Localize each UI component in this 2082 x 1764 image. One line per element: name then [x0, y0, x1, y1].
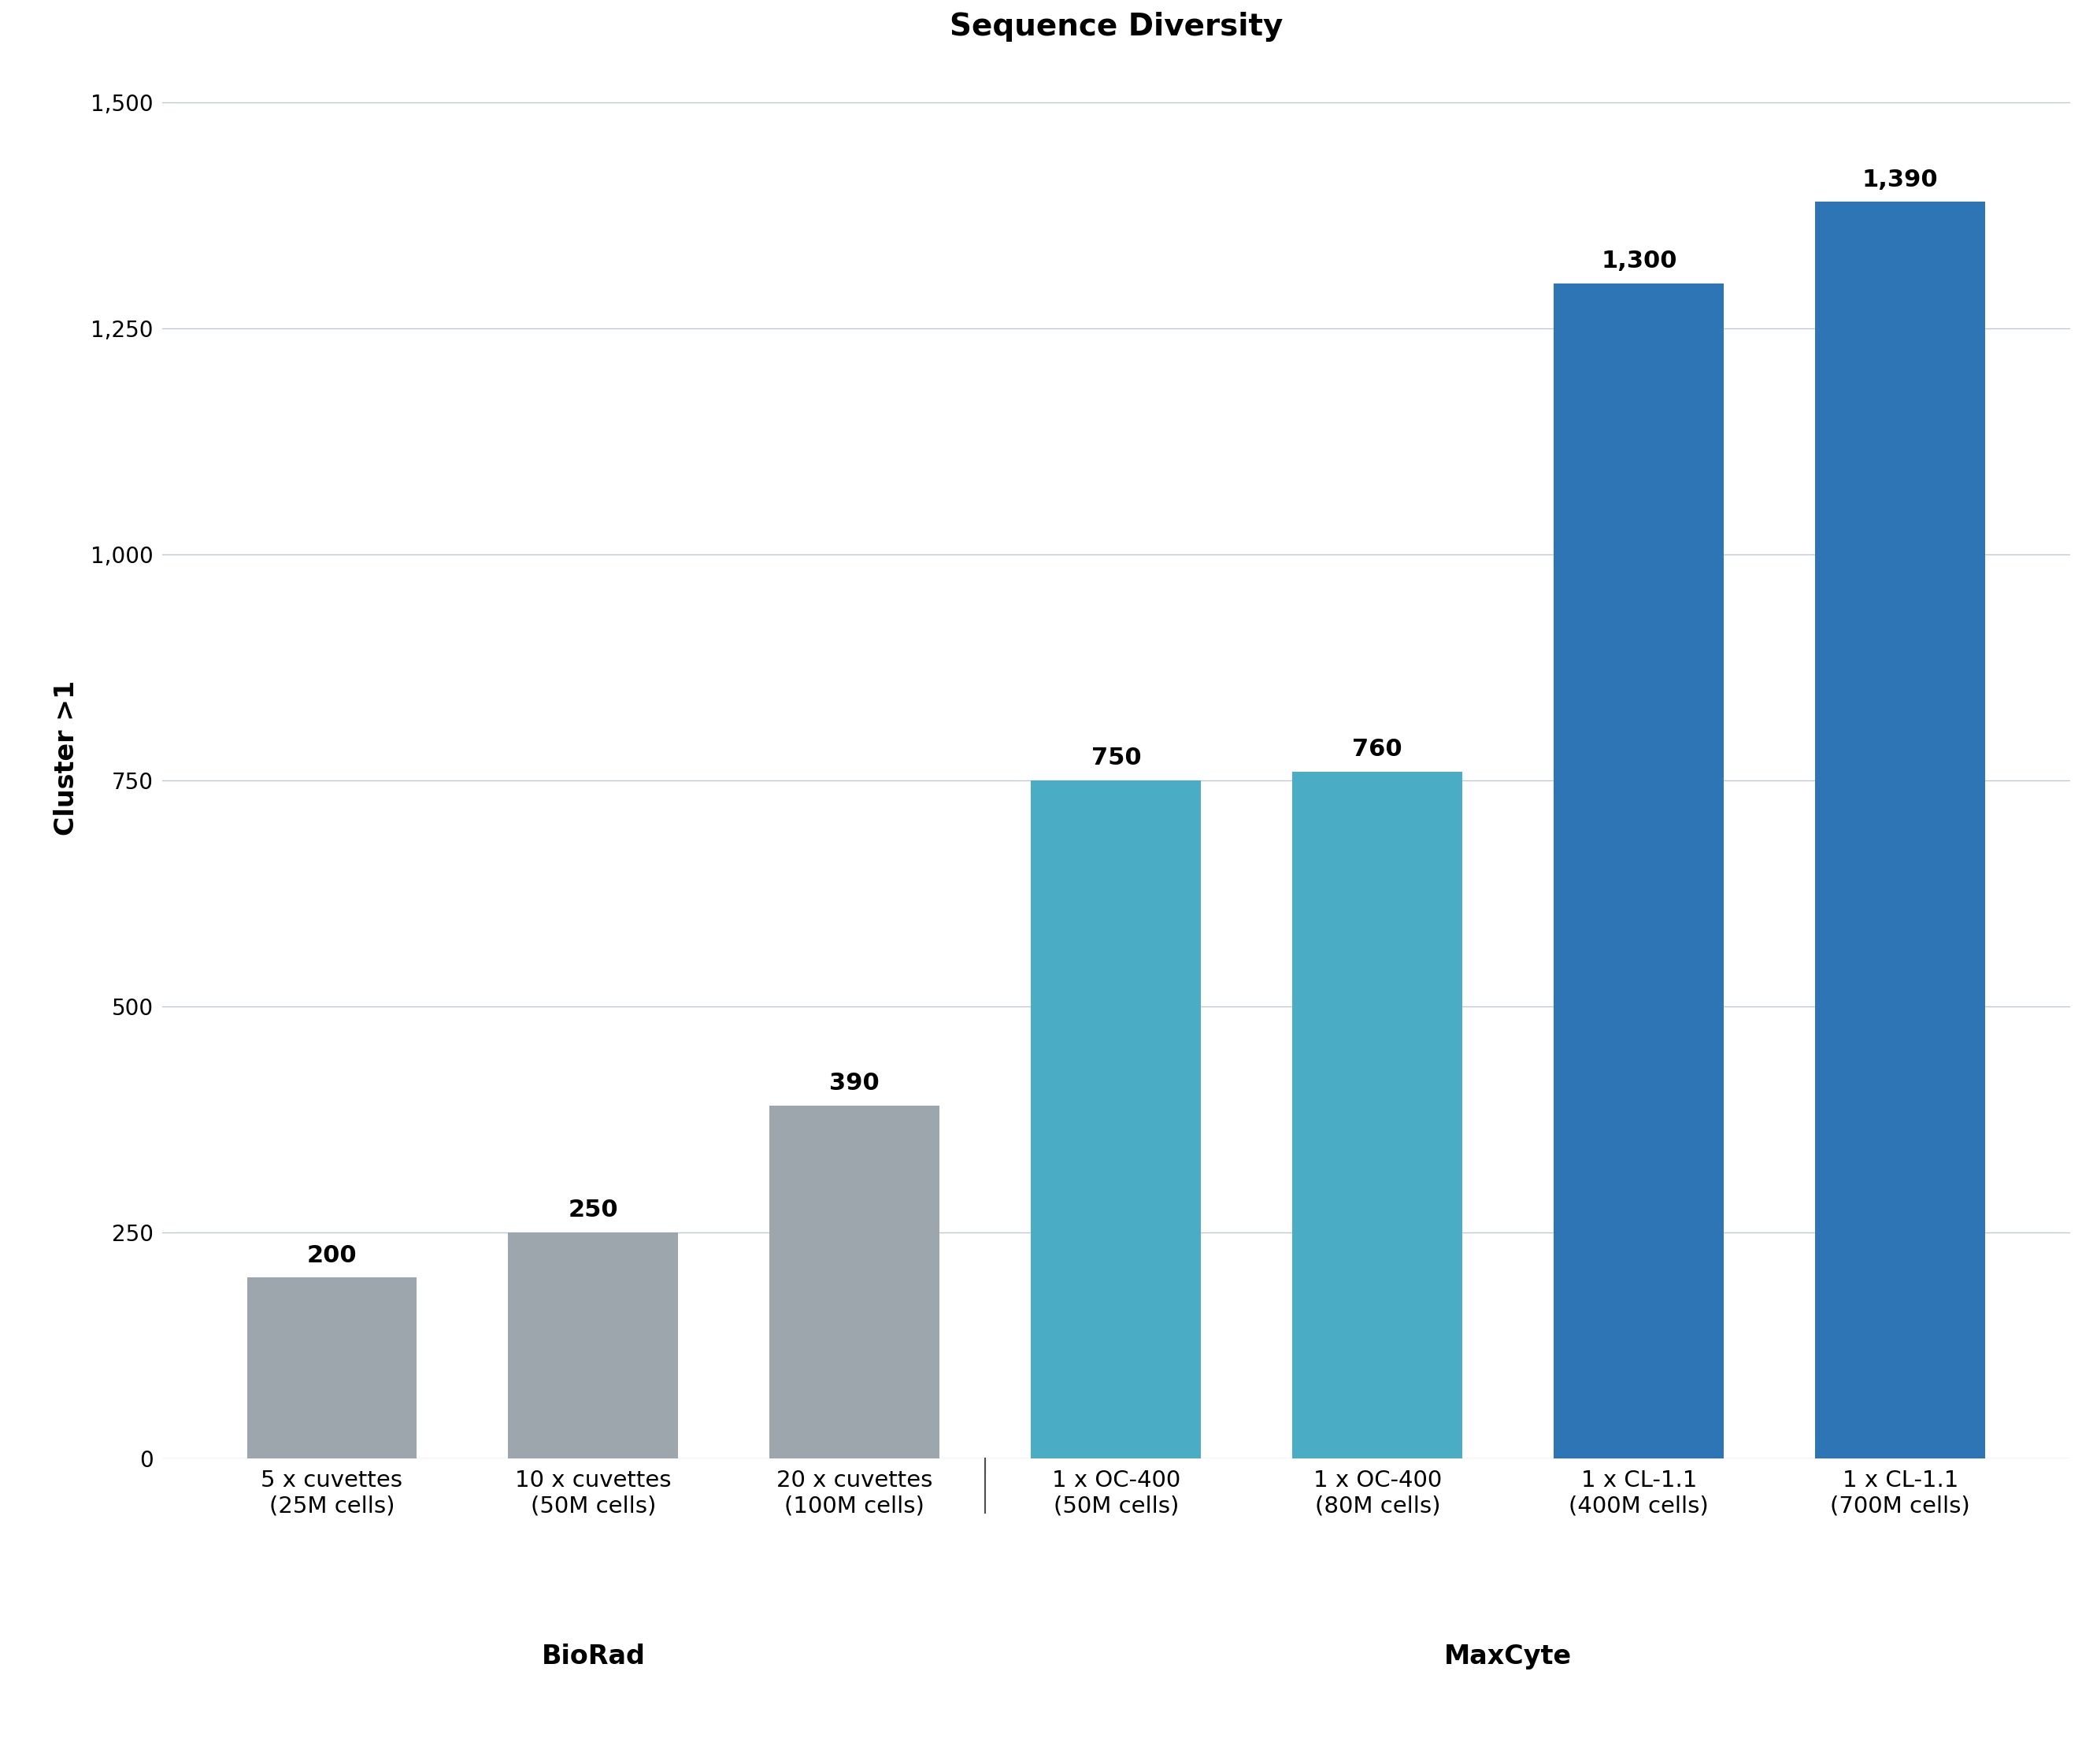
Title: Sequence Diversity: Sequence Diversity [949, 12, 1283, 42]
Bar [508, 1233, 679, 1459]
Text: 250: 250 [568, 1200, 618, 1221]
Text: 390: 390 [829, 1073, 881, 1095]
Bar [1031, 780, 1201, 1459]
Text: MaxCyte: MaxCyte [1445, 1644, 1572, 1671]
Bar [1553, 284, 1724, 1459]
Text: 760: 760 [1353, 737, 1403, 760]
Text: 1,300: 1,300 [1601, 249, 1676, 272]
Bar [1293, 771, 1462, 1459]
Y-axis label: Cluster >1: Cluster >1 [54, 681, 79, 836]
Text: 750: 750 [1091, 746, 1141, 769]
Bar [248, 1277, 416, 1459]
Bar [1816, 201, 1986, 1459]
Bar [770, 1106, 939, 1459]
Text: BioRad: BioRad [541, 1644, 645, 1671]
Text: 1,390: 1,390 [1861, 168, 1938, 191]
Text: 200: 200 [306, 1244, 356, 1267]
